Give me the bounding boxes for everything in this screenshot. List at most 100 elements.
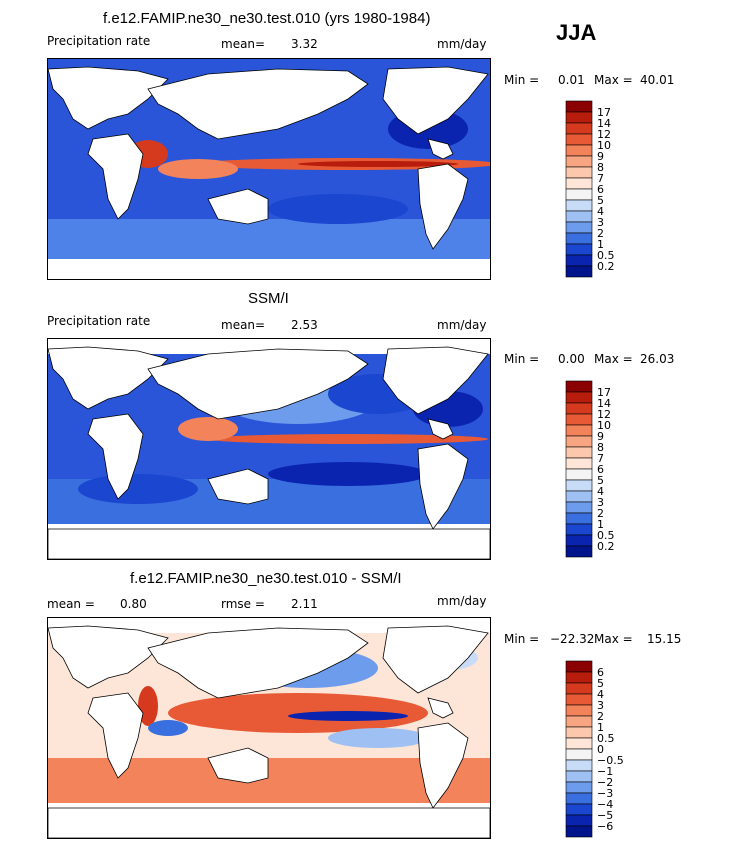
panel-1-min-value: 0.01 (558, 73, 585, 87)
colorbar-swatch (565, 391, 593, 404)
colorbar-swatch (565, 671, 593, 684)
colorbar-swatch (565, 737, 593, 750)
colorbar-swatch (565, 545, 593, 558)
colorbar-tick-label: 5 (597, 474, 604, 487)
colorbar-swatch (565, 715, 593, 728)
panel-3-min-label: Min = (504, 632, 540, 646)
colorbar-swatch (565, 457, 593, 470)
colorbar-tick-label: 14 (597, 117, 611, 130)
colorbar-tick-label: 4 (597, 205, 604, 218)
colorbar-swatch (565, 100, 593, 113)
colorbar-swatch (565, 534, 593, 547)
colorbar-tick-label: 14 (597, 397, 611, 410)
colorbar-swatch (565, 501, 593, 514)
colorbar-swatch (565, 243, 593, 256)
colorbar-tick-label: 0.5 (597, 529, 615, 542)
colorbar-swatch (565, 446, 593, 459)
colorbar-tick-label: 9 (597, 430, 604, 443)
colorbar-swatch (565, 221, 593, 234)
colorbar-swatch (565, 122, 593, 135)
colorbar-tick-label: 12 (597, 128, 611, 141)
colorbar-tick-label: 2 (597, 507, 604, 520)
colorbar-tick-label: 12 (597, 408, 611, 421)
colorbar-tick-label: 5 (597, 194, 604, 207)
panel-1-title: f.e12.FAMIP.ne30_ne30.test.010 (yrs 1980… (103, 10, 431, 27)
colorbar-tick-label: −6 (597, 820, 613, 833)
colorbar-tick-label: 2 (597, 227, 604, 240)
colorbar-swatch (565, 155, 593, 168)
panel-1-mean-label: mean= (221, 37, 266, 51)
colorbar-swatch (565, 748, 593, 761)
colorbar-swatch (565, 693, 593, 706)
colorbar-swatch (565, 380, 593, 393)
colorbar-swatch (565, 177, 593, 190)
colorbar-tick-label: 7 (597, 452, 604, 465)
colorbar-tick-label: 4 (597, 485, 604, 498)
colorbar-tick-label: 7 (597, 172, 604, 185)
colorbar-swatch (565, 660, 593, 673)
colorbar-tick-label: 6 (597, 463, 604, 476)
panel-3-colorbar: 6 5 4 3 2 1 0.5 0 −0.5 −1 −2 −3 −4 −5 −6 (565, 660, 646, 838)
colorbar-swatch (565, 199, 593, 212)
panel-2-max-value: 26.03 (640, 352, 675, 366)
colorbar-swatch (565, 254, 593, 267)
panel-2-colorbar: 17 14 12 10 9 8 7 6 5 4 3 2 1 0.5 0.2 (565, 380, 646, 558)
panel-2-min-value: 0.00 (558, 352, 585, 366)
colorbar-swatch (565, 512, 593, 525)
panel-1-colorbar: 17 14 12 10 9 8 7 6 5 4 3 2 1 0.5 0.2 (565, 100, 646, 278)
colorbar-tick-label: −2 (597, 776, 613, 789)
colorbar-tick-label: 0.5 (597, 249, 615, 262)
colorbar-tick-label: 8 (597, 441, 604, 454)
colorbar-tick-label: −1 (597, 765, 613, 778)
colorbar-tick-label: 8 (597, 161, 604, 174)
colorbar-swatch (565, 770, 593, 783)
colorbar-swatch (565, 232, 593, 245)
panel-1-max-value: 40.01 (640, 73, 675, 87)
panel-3-mean-label: mean = (47, 597, 95, 611)
panel-2-max-label: Max = (594, 352, 633, 366)
colorbar-tick-label: 10 (597, 419, 611, 432)
colorbar-swatch (565, 166, 593, 179)
colorbar-swatch (565, 704, 593, 717)
colorbar-tick-label: 17 (597, 386, 611, 399)
panel-3-title: f.e12.FAMIP.ne30_ne30.test.010 - SSM/I (130, 570, 402, 587)
colorbar-swatch (565, 490, 593, 503)
season-label: JJA (556, 20, 597, 45)
colorbar-swatch (565, 144, 593, 157)
colorbar-swatch (565, 210, 593, 223)
colorbar-swatch (565, 424, 593, 437)
colorbar-swatch (565, 133, 593, 146)
colorbar-swatch (565, 726, 593, 739)
panel-2-min-label: Min = (504, 352, 540, 366)
colorbar-tick-label: 4 (597, 688, 604, 701)
colorbar-tick-label: 0.2 (597, 260, 615, 273)
colorbar-swatch (565, 523, 593, 536)
panel-1-units: mm/day (437, 37, 487, 51)
colorbar-swatch (565, 479, 593, 492)
colorbar-tick-label: 1 (597, 721, 604, 734)
panel-3-min-value: −22.32 (550, 632, 595, 646)
panel-2-title: SSM/I (248, 290, 289, 307)
colorbar-swatch (565, 413, 593, 426)
panel-3-rmse-value: 2.11 (291, 597, 318, 611)
colorbar-tick-label: −5 (597, 809, 613, 822)
colorbar-swatch (565, 814, 593, 827)
panel-3-rmse-label: rmse = (221, 597, 265, 611)
panel-2-mean-value: 2.53 (291, 318, 318, 332)
panel-3-mean-value: 0.80 (120, 597, 147, 611)
panel-1-variable-label: Precipitation rate (47, 34, 151, 48)
panel-1-min-label: Min = (504, 73, 540, 87)
colorbar-tick-label: 0.5 (597, 732, 615, 745)
colorbar-swatch (565, 188, 593, 201)
colorbar-swatch (565, 825, 593, 838)
colorbar-tick-label: 2 (597, 710, 604, 723)
colorbar-tick-label: 0.2 (597, 540, 615, 553)
colorbar-swatch (565, 111, 593, 124)
colorbar-tick-label: −0.5 (597, 754, 624, 767)
panel-2-mean-label: mean= (221, 318, 266, 332)
colorbar-swatch (565, 468, 593, 481)
colorbar-tick-label: 9 (597, 150, 604, 163)
